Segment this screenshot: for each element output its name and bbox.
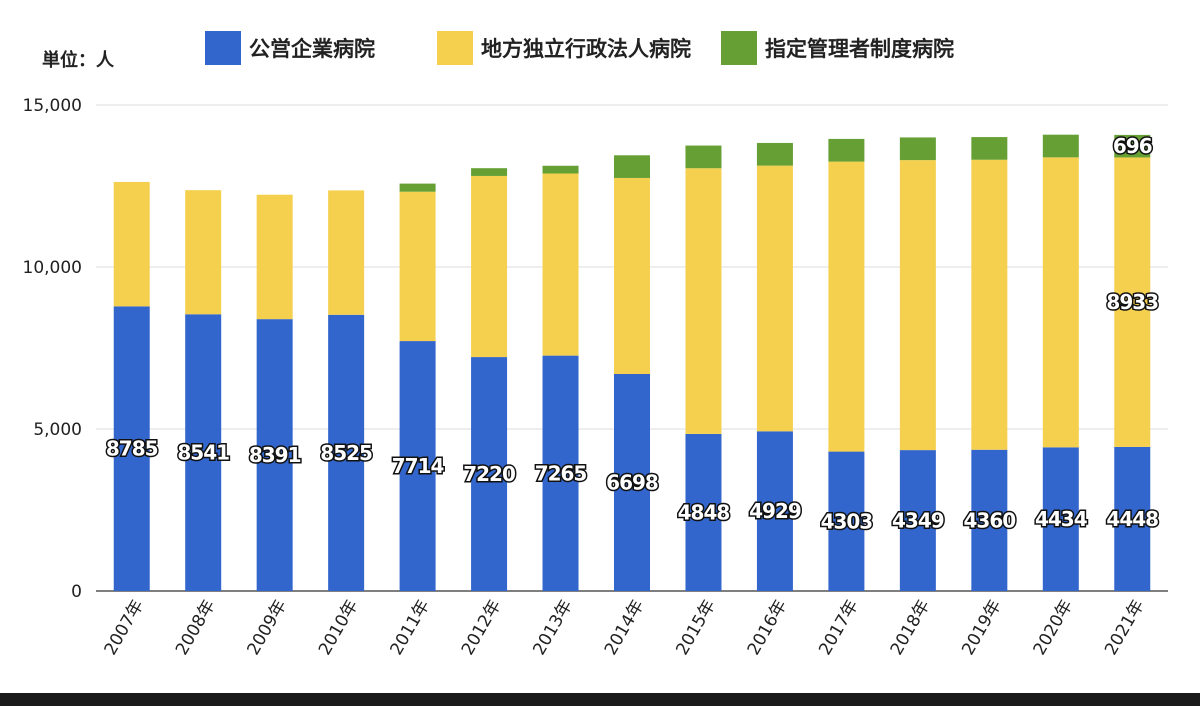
data-label-2017-series-1: 4303 xyxy=(821,509,873,533)
bar-2018-series-2 xyxy=(899,160,936,451)
x-tick-label-2016: 2016年 xyxy=(744,597,791,659)
bar-2019-series-1 xyxy=(971,449,1008,591)
bar-2019-series-2 xyxy=(971,159,1008,450)
y-tick-label-5000: 5,000 xyxy=(33,420,82,440)
bar-2021-series-1 xyxy=(1114,446,1151,591)
data-label-2011-series-1: 7714 xyxy=(392,454,444,478)
x-tick-label-2009: 2009年 xyxy=(244,597,291,659)
bars xyxy=(113,134,1151,591)
data-label-2013-series-1: 7265 xyxy=(535,461,587,485)
data-label-2020-series-1: 4434 xyxy=(1035,507,1087,531)
bar-2019-series-3 xyxy=(971,137,1008,160)
legend-swatch-3 xyxy=(721,31,757,65)
bar-2017-series-3 xyxy=(828,138,865,162)
data-label-2019-series-1: 4360 xyxy=(963,508,1015,532)
bar-2010-series-1 xyxy=(328,314,365,591)
x-tick-label-2020: 2020年 xyxy=(1030,597,1077,659)
bar-2012-series-1 xyxy=(471,357,508,591)
bar-2007-series-2 xyxy=(113,181,150,307)
bar-2009-series-1 xyxy=(256,319,293,591)
bar-2020-series-1 xyxy=(1042,447,1079,591)
x-tick-label-2013: 2013年 xyxy=(529,597,576,659)
bar-2014-series-1 xyxy=(614,373,650,591)
x-tick-label-2018: 2018年 xyxy=(887,597,934,659)
x-tick-label-2012: 2012年 xyxy=(458,597,505,659)
bar-2014-series-3 xyxy=(614,155,650,178)
bar-2016-series-1 xyxy=(756,431,793,591)
bar-2010-series-2 xyxy=(328,190,365,315)
bar-2020-series-2 xyxy=(1042,157,1079,448)
bar-2017-series-2 xyxy=(828,161,865,452)
y-tick-label-0: 0 xyxy=(71,582,82,602)
x-tick-label-2015: 2015年 xyxy=(672,597,719,659)
legend-label-3: 指定管理者制度病院 xyxy=(765,37,954,61)
bar-2016-series-3 xyxy=(756,142,793,166)
unit-label: 単位：人 xyxy=(42,49,115,71)
bar-2013-series-3 xyxy=(542,165,579,174)
bar-2018-series-3 xyxy=(899,137,936,161)
bar-2015-series-2 xyxy=(685,168,722,434)
data-label-2009-series-1: 8391 xyxy=(249,443,301,467)
bar-2016-series-2 xyxy=(756,165,793,432)
bar-2014-series-2 xyxy=(614,177,650,374)
data-label-2015-series-1: 4848 xyxy=(678,500,730,524)
bar-2021-series-3 xyxy=(1114,134,1151,158)
data-label-2014-series-1: 6698 xyxy=(606,470,658,494)
bar-2009-series-2 xyxy=(256,194,293,320)
legend-label-2: 地方独立行政法人病院 xyxy=(481,37,691,61)
y-tick-label-10000: 10,000 xyxy=(23,258,82,278)
data-labels: 8785 8541 8391 8525 7714 7220 7265 6698 4848 4929… xyxy=(104,133,1160,535)
x-tick-label-2014: 2014年 xyxy=(601,597,648,659)
bar-2008-series-1 xyxy=(185,314,222,591)
bar-2017-series-1 xyxy=(828,451,865,591)
data-label-2018-series-1: 4349 xyxy=(892,509,944,533)
bar-2015-series-1 xyxy=(685,433,722,591)
bar-2020-series-3 xyxy=(1042,134,1079,158)
data-label-2010-series-1: 8525 xyxy=(320,441,372,465)
data-label-2021-series-2: 8933 xyxy=(1106,290,1158,314)
x-tick-label-2010: 2010年 xyxy=(315,597,362,659)
y-tick-label-15000: 15,000 xyxy=(23,96,82,116)
x-tick-label-2007: 2007年 xyxy=(101,597,148,659)
data-label-2016-series-1: 4929 xyxy=(749,499,801,523)
legend-swatch-1 xyxy=(205,31,241,65)
x-tick-label-2008: 2008年 xyxy=(172,597,219,659)
data-label-2021-series-3: 696 xyxy=(1113,134,1152,158)
data-label-2021-series-1: 4448 xyxy=(1106,507,1158,531)
bar-2015-series-3 xyxy=(685,145,722,169)
x-tick-label-2021: 2021年 xyxy=(1101,597,1148,659)
bar-2011-series-1 xyxy=(399,341,436,591)
bar-2012-series-2 xyxy=(471,175,508,358)
data-label-2007-series-1: 8785 xyxy=(106,437,158,461)
legend-swatch-2 xyxy=(437,31,473,65)
legend: 公営企業病院 地方独立行政法人病院 指定管理者制度病院 xyxy=(205,31,954,65)
legend-label-1: 公営企業病院 xyxy=(249,37,375,61)
data-label-2008-series-1: 8541 xyxy=(177,441,229,465)
bar-2012-series-3 xyxy=(471,168,508,176)
bar-2007-series-1 xyxy=(113,306,150,591)
bar-2011-series-3 xyxy=(399,183,436,192)
bar-2008-series-2 xyxy=(185,190,222,315)
x-tick-label-2017: 2017年 xyxy=(815,597,862,659)
bar-2013-series-2 xyxy=(542,173,579,356)
bar-2011-series-2 xyxy=(399,191,436,342)
bar-2018-series-1 xyxy=(899,450,936,591)
x-tick-label-2011: 2011年 xyxy=(386,597,433,659)
bar-2021-series-2 xyxy=(1114,157,1151,447)
bar-2013-series-1 xyxy=(542,355,579,591)
x-tick-label-2019: 2019年 xyxy=(958,596,1005,658)
data-label-2012-series-1: 7220 xyxy=(463,462,515,486)
x-axis: 2007年 2008年 2009年 2010年 2011年 2012年 2013年 2014年… xyxy=(101,596,1149,658)
